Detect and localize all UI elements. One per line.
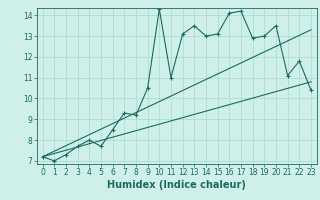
X-axis label: Humidex (Indice chaleur): Humidex (Indice chaleur) <box>108 180 246 190</box>
